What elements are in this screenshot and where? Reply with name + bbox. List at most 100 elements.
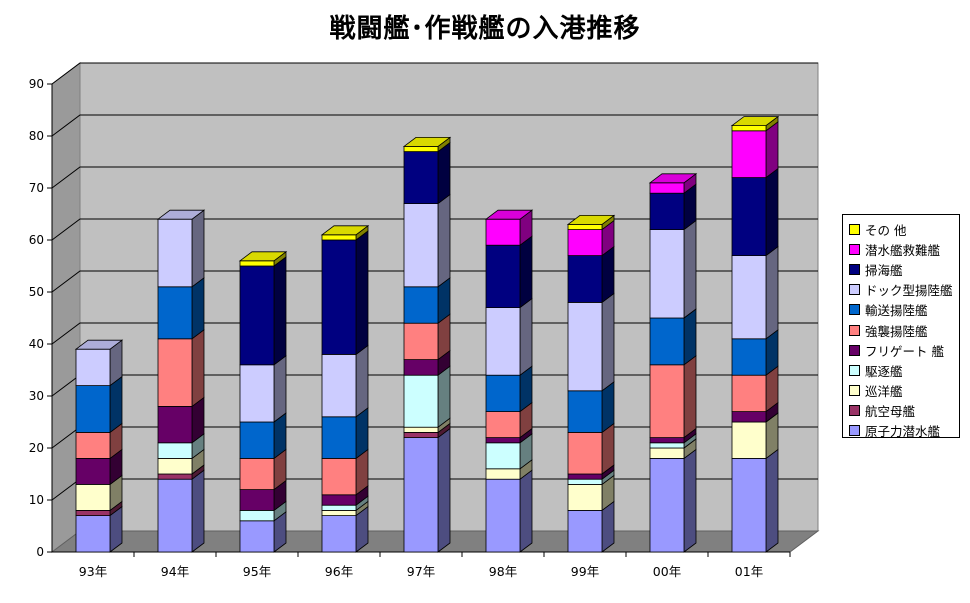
bar-segment	[403, 286, 439, 324]
legend-label: 巡洋艦	[865, 384, 903, 400]
bar-segment	[157, 457, 193, 475]
legend-label: 掃海艦	[865, 262, 903, 278]
legend-entry: 巡洋艦	[849, 381, 959, 401]
legend-entry: 輸送揚陸艦	[849, 300, 959, 320]
gridline	[51, 218, 818, 241]
bar-segment	[157, 478, 193, 553]
bar-top	[648, 173, 698, 184]
bar-segment	[239, 260, 275, 267]
y-tick-label: 90	[29, 77, 44, 91]
legend-label: 輸送揚陸艦	[865, 303, 928, 319]
bar-segment	[485, 218, 521, 246]
bar-segment	[649, 229, 685, 319]
bar-side	[601, 245, 615, 304]
legend-label: 航空母艦	[865, 404, 916, 420]
bar-side	[519, 235, 533, 309]
bar-side	[519, 297, 533, 377]
bar-segment	[403, 374, 439, 428]
bar-segment	[567, 509, 603, 553]
bar-segment	[567, 483, 603, 511]
bar-side	[273, 354, 287, 423]
bar-segment	[239, 509, 275, 522]
legend-entry: ドック型揚陸艦	[849, 280, 959, 300]
bar-segment	[403, 145, 439, 152]
bar-segment	[321, 239, 357, 355]
bar-side	[191, 276, 205, 340]
bar-segment	[649, 447, 685, 459]
legend-swatch	[849, 263, 860, 275]
bar-segment	[649, 182, 685, 194]
chart-legend: その 他潜水艦救難艦 掃海艦 ドック型揚陸艦 輸送揚陸艦 強襲揚陸艦 フリゲート 艦駆逐艦…	[842, 214, 960, 441]
bar-segment	[321, 504, 357, 511]
bar-side	[437, 193, 451, 288]
x-tick-label: 94年	[161, 564, 189, 579]
bar-segment	[731, 125, 767, 132]
y-tick-label: 80	[29, 129, 44, 143]
x-tick-label: 96年	[325, 564, 353, 579]
bar-segment	[567, 229, 603, 257]
bar-segment	[649, 437, 685, 444]
y-tick-label: 60	[29, 233, 44, 247]
legend-entry: 航空母艦	[849, 401, 959, 421]
chart-title: 戦闘艦･作戦艦の入港推移	[329, 14, 641, 44]
bar-segment	[567, 478, 603, 485]
bar-segment	[403, 431, 439, 438]
bar-side	[765, 121, 779, 179]
legend-label: 駆逐艦	[865, 363, 903, 379]
legend-swatch	[849, 223, 860, 235]
bar-segment	[485, 244, 521, 308]
bar-top	[74, 339, 124, 350]
bar-segment	[403, 359, 439, 376]
bar-segment	[321, 234, 357, 241]
bar-segment	[239, 265, 275, 366]
bar-segment	[321, 353, 357, 418]
bar-side	[765, 245, 779, 340]
legend-label: 強襲揚陸艦	[865, 323, 928, 339]
bar-side	[765, 167, 779, 257]
bar-segment	[649, 192, 685, 230]
legend-entry: 原子力潜水艦	[849, 421, 959, 441]
bar-segment	[321, 457, 357, 496]
y-tick-label: 20	[29, 441, 44, 455]
bar-segment	[485, 374, 521, 413]
legend-entry: 掃海艦	[849, 259, 959, 279]
bar-segment	[731, 130, 767, 179]
x-tick-label: 99年	[571, 564, 599, 579]
x-tick-label: 01年	[735, 564, 763, 579]
bar-top	[730, 116, 780, 126]
bar-segment	[485, 478, 521, 553]
bar-segment	[485, 307, 521, 376]
bar-top	[320, 225, 370, 236]
bar-segment	[75, 509, 111, 516]
legend-label: 潜水艦救難艦	[865, 242, 941, 258]
bar-segment	[75, 385, 111, 433]
bar-segment	[239, 489, 275, 511]
x-tick-label: 95年	[243, 564, 271, 579]
x-tick-label: 93年	[79, 564, 107, 579]
legend-swatch	[849, 284, 860, 296]
bar-segment	[567, 390, 603, 433]
bar-side	[355, 230, 369, 356]
bar-segment	[157, 405, 193, 444]
bar-side	[683, 219, 697, 319]
bar-segment	[731, 457, 767, 553]
y-tick-label: 10	[29, 493, 44, 507]
bar-segment	[649, 364, 685, 438]
bar-segment	[649, 442, 685, 449]
y-tick-label: 0	[36, 545, 44, 559]
bar-segment	[403, 437, 439, 553]
y-tick-label: 70	[29, 181, 44, 195]
bar-segment	[485, 437, 521, 444]
bar-segment	[485, 442, 521, 470]
legend-swatch	[849, 304, 860, 316]
gridline	[51, 114, 818, 137]
x-tick-label: 97年	[407, 564, 435, 579]
bar-segment	[403, 151, 439, 205]
bar-side	[683, 354, 697, 439]
bar-segment	[157, 442, 193, 459]
bar-segment	[567, 223, 603, 230]
bar-top	[484, 209, 534, 220]
legend-swatch	[849, 344, 860, 356]
bar-segment	[321, 416, 357, 459]
